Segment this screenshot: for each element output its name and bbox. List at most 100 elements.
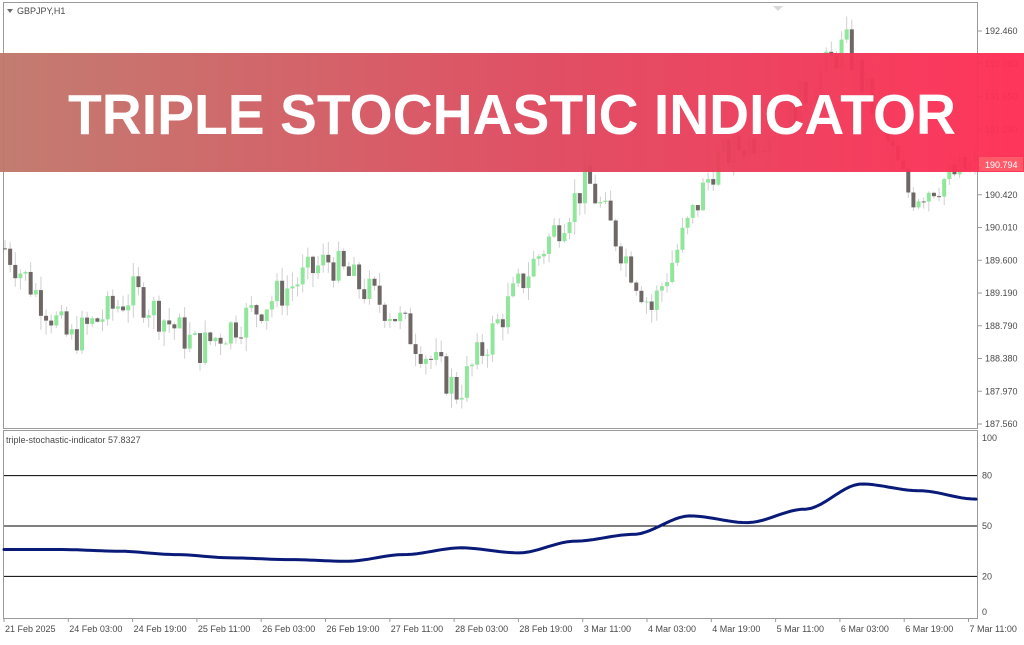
candle-body (218, 337, 223, 344)
candle-body (192, 333, 197, 335)
scroll-marker-icon[interactable] (773, 6, 783, 11)
time-tick-label: 24 Feb 03:00 (69, 624, 122, 634)
candle-body (695, 205, 700, 211)
time-tick-label: 28 Feb 03:00 (455, 624, 508, 634)
candle-body (521, 273, 526, 289)
candle-body (598, 201, 603, 204)
price-tick-label: 190.010 (985, 223, 1018, 233)
candle-body (244, 307, 249, 338)
price-tick-label: 188.380 (985, 354, 1018, 364)
candle-body (95, 318, 100, 322)
candle-body (690, 205, 695, 218)
price-tick-label: 192.460 (985, 26, 1018, 36)
candle-body (38, 290, 43, 316)
candle-body (290, 286, 295, 289)
candle-body (931, 192, 936, 197)
indicator-pane-frame[interactable] (3, 430, 978, 619)
candle-body (711, 179, 716, 185)
candle-body (398, 312, 403, 322)
candle-body (105, 295, 110, 320)
level-label-bg (979, 469, 995, 482)
candle-body (59, 311, 64, 316)
candle-body (449, 376, 454, 394)
candle-body (233, 322, 238, 338)
candle-body (362, 289, 367, 299)
candle-body (849, 29, 854, 71)
candle-body (393, 319, 398, 322)
time-tick-label: 24 Feb 19:00 (134, 624, 187, 634)
candle-body (582, 165, 587, 204)
candle-body (110, 295, 115, 309)
candle-body (382, 304, 387, 321)
candle-body (90, 318, 95, 324)
candle-body (254, 305, 259, 315)
candle-body (644, 301, 649, 303)
candle-body (69, 329, 74, 335)
candle-body (28, 271, 33, 295)
candle-body (23, 271, 28, 274)
time-tick-label: 7 Mar 11:00 (970, 624, 1017, 634)
candle-body (490, 323, 495, 355)
candle-body (346, 266, 351, 276)
candle-body (531, 258, 536, 277)
candle-body (562, 233, 567, 242)
level-tick-label: 20 (982, 571, 992, 581)
candle-body (557, 225, 562, 242)
candle-body (198, 333, 203, 364)
price-tick-label: 187.560 (985, 419, 1018, 429)
time-tick-label: 3 Mar 11:00 (584, 624, 631, 634)
candle-body (413, 344, 418, 354)
candle-body (454, 376, 459, 400)
level-tick-label: 0 (982, 607, 987, 617)
candle-body (3, 248, 7, 250)
candle-body (187, 334, 192, 349)
time-tick-label: 26 Feb 03:00 (262, 624, 315, 634)
candle-body (937, 196, 942, 198)
time-tick-label: 27 Feb 11:00 (391, 624, 443, 634)
candle-body (351, 264, 356, 276)
candle-body (603, 200, 608, 202)
candle-body (593, 183, 598, 204)
candle-body (300, 267, 305, 285)
candle-body (305, 256, 310, 268)
candle-body (44, 315, 49, 321)
candle-body (459, 397, 464, 400)
candle-body (670, 262, 675, 283)
symbol-label[interactable]: GBPJPY,H1 (17, 6, 65, 16)
candle-body (162, 320, 167, 332)
candle-body (387, 319, 392, 321)
time-tick-label: 4 Mar 19:00 (712, 624, 760, 634)
dropdown-triangle-icon[interactable] (7, 9, 13, 13)
candle-body (295, 284, 300, 287)
candle-body (577, 193, 582, 204)
candle-body (280, 280, 285, 306)
candle-body (151, 300, 156, 316)
candle-body (495, 319, 500, 324)
time-tick-label: 21 Feb 2025 (5, 624, 56, 634)
candle-body (567, 222, 572, 234)
candle-body (926, 192, 931, 202)
candle-body (911, 192, 916, 208)
candle-body (511, 283, 516, 297)
candle-body (331, 262, 336, 281)
candle-body (182, 317, 187, 349)
candle-body (326, 254, 331, 263)
candle-body (341, 250, 346, 267)
time-tick-label: 6 Mar 19:00 (905, 624, 953, 634)
candle-body (464, 366, 469, 398)
candle-body (516, 273, 521, 284)
candle-body (547, 236, 552, 254)
candle-body (485, 354, 490, 356)
candle-body (916, 201, 921, 208)
candle-body (177, 317, 182, 329)
time-tick-label: 5 Mar 11:00 (777, 624, 824, 634)
candle-body (470, 364, 475, 367)
time-tick-label: 4 Mar 03:00 (648, 624, 696, 634)
candle-body (74, 329, 79, 351)
price-tick-label: 187.970 (985, 386, 1018, 396)
candle-body (921, 201, 926, 203)
candle-body (428, 358, 433, 360)
candle-body (685, 217, 690, 228)
candle-body (336, 250, 341, 281)
